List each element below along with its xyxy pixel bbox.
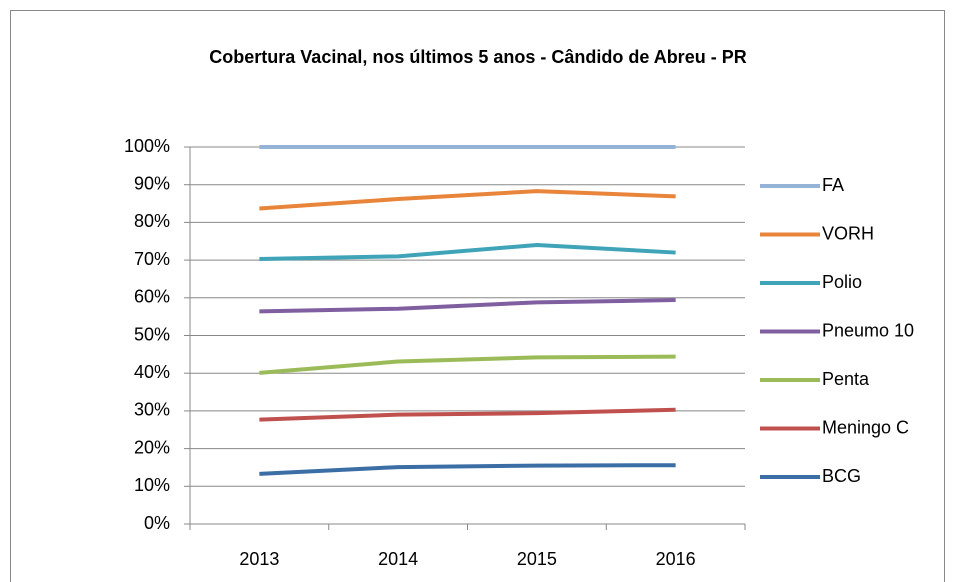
y-tick-label: 10% bbox=[134, 475, 170, 495]
series-line bbox=[259, 463, 676, 476]
y-tick-label: 90% bbox=[134, 173, 170, 193]
legend-label: VORH bbox=[822, 223, 874, 243]
x-tick-label: 2015 bbox=[517, 549, 557, 569]
legend-label: Pneumo 10 bbox=[822, 320, 914, 340]
legend-label: BCG bbox=[822, 466, 861, 486]
chart-title: Cobertura Vacinal, nos últimos 5 anos - … bbox=[209, 47, 746, 67]
y-tick-label: 40% bbox=[134, 362, 170, 382]
y-tick-label: 80% bbox=[134, 211, 170, 231]
x-tick-label: 2013 bbox=[239, 549, 279, 569]
series-line bbox=[259, 354, 676, 375]
legend-label: Meningo C bbox=[822, 417, 909, 437]
x-tick-label: 2014 bbox=[378, 549, 418, 569]
y-tick-label: 50% bbox=[134, 324, 170, 344]
series-line bbox=[259, 298, 676, 314]
y-tick-label: 100% bbox=[124, 136, 170, 156]
legend-label: Polio bbox=[822, 272, 862, 292]
y-tick-label: 30% bbox=[134, 400, 170, 420]
legend-label: FA bbox=[822, 175, 844, 195]
y-tick-label: 70% bbox=[134, 249, 170, 269]
series-line bbox=[259, 407, 676, 422]
series-line bbox=[259, 243, 676, 261]
series-line bbox=[259, 189, 676, 211]
x-tick-label: 2016 bbox=[656, 549, 696, 569]
y-tick-label: 60% bbox=[134, 287, 170, 307]
y-tick-label: 0% bbox=[144, 513, 170, 533]
y-tick-label: 20% bbox=[134, 437, 170, 457]
legend-label: Penta bbox=[822, 369, 870, 389]
